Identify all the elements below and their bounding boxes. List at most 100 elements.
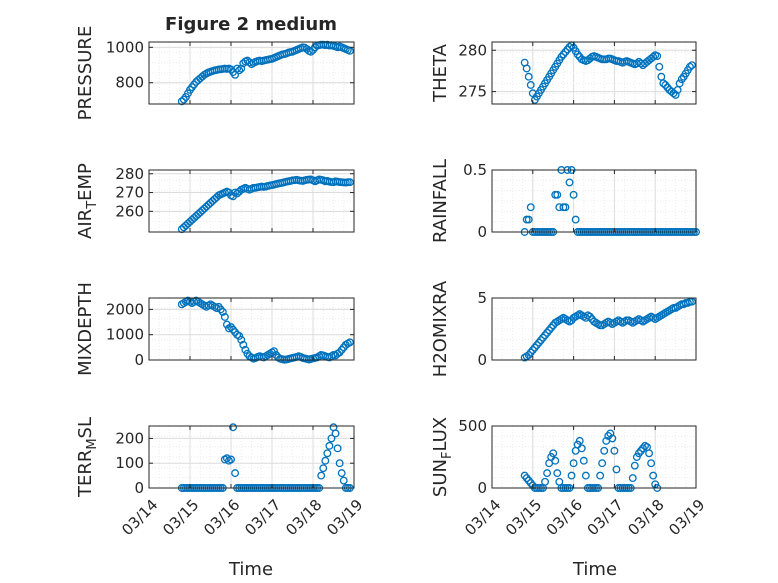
y-axis-label-main: RAINFALL	[430, 159, 451, 243]
axes-box	[491, 169, 697, 233]
series-theta	[520, 41, 696, 104]
y-tick-label: 0	[477, 351, 487, 369]
series-h2omixra	[520, 297, 696, 362]
y-axis-label-main: THETA	[430, 43, 451, 103]
data-point	[553, 190, 562, 199]
data-point	[524, 72, 533, 81]
data-point	[177, 97, 186, 106]
data-point	[524, 215, 533, 224]
data-point	[235, 66, 244, 75]
y-tick-label: 0	[134, 479, 144, 497]
data-point	[565, 43, 574, 51]
data-point	[331, 429, 340, 438]
data-point	[571, 215, 580, 224]
data-point	[569, 190, 578, 199]
y-tick-label: 280	[458, 41, 487, 59]
data-point	[581, 471, 590, 480]
axes-box	[491, 297, 697, 361]
data-point	[600, 446, 609, 455]
x-tick-label: 03/14	[118, 496, 161, 539]
data-point	[675, 79, 684, 88]
data-point	[233, 64, 242, 73]
data-point	[522, 64, 531, 73]
y-axis-label-main: MIXDEPTH	[75, 282, 96, 376]
data-point	[685, 62, 694, 71]
y-axis-label: MIXDEPTH	[75, 282, 96, 376]
data-point	[628, 474, 637, 483]
y-tick-label: 1000	[106, 38, 144, 56]
data-point	[598, 459, 607, 468]
x-tick-label: 03/19	[665, 496, 708, 539]
data-point	[333, 444, 342, 453]
y-tick-label: 5	[477, 289, 487, 307]
x-tick-label: 03/17	[584, 496, 627, 539]
figure-title: Figure 2 medium	[165, 14, 337, 35]
x-tick-label: 03/18	[624, 496, 667, 539]
data-point	[659, 79, 668, 88]
x-tick-label: 03/15	[159, 496, 202, 539]
data-point	[606, 429, 615, 438]
y-axis-label: H2OMIXRA	[430, 280, 451, 377]
axes-rainfall: 0 0.5 RAINFALL	[430, 159, 700, 243]
series-mixdepth	[177, 296, 354, 364]
x-axis-label-left: Time	[228, 559, 273, 580]
x-tick-label: 03/16	[200, 496, 243, 539]
data-point	[567, 471, 576, 480]
data-point	[220, 313, 229, 321]
data-point	[543, 469, 552, 478]
data-point	[325, 441, 334, 450]
y-axis-label-main: AIR	[75, 209, 96, 239]
x-axis-label-right: Time	[572, 559, 617, 580]
y-tick-label: 0	[134, 351, 144, 369]
axes-pressure: 800 1000 PRESSURE	[75, 26, 355, 120]
data-point	[218, 307, 227, 316]
data-point	[575, 436, 584, 445]
series-air-temp	[177, 175, 354, 234]
y-axis-label: RAINFALL	[430, 159, 451, 243]
data-point	[596, 471, 605, 480]
axes-mixdepth: 0 1000 2000 MIXDEPTH	[75, 282, 355, 376]
x-tick-label: 03/16	[543, 496, 586, 539]
data-point	[319, 464, 328, 473]
data-point	[653, 52, 662, 61]
data-point	[307, 47, 315, 56]
grid-terr-msl	[148, 426, 355, 489]
data-point	[339, 476, 348, 485]
y-tick-label: 500	[458, 417, 487, 435]
y-axis-label: AIRTEMP	[75, 163, 100, 239]
x-tick-label: 03/19	[323, 496, 366, 539]
data-point	[235, 332, 244, 340]
axes-box	[148, 169, 355, 233]
data-point	[327, 434, 336, 443]
y-axis-label: THETA	[430, 43, 451, 103]
y-axis-label-subscript: T	[85, 201, 100, 210]
data-point	[612, 465, 621, 474]
data-point	[549, 449, 558, 458]
y-tick-label: 270	[115, 184, 144, 202]
data-point	[561, 203, 570, 212]
data-point	[645, 449, 654, 458]
data-point	[321, 456, 330, 465]
y-tick-label: 200	[115, 429, 144, 447]
data-point	[229, 423, 237, 432]
x-tick-label: 03/15	[502, 496, 545, 539]
y-axis-label-subscript: F	[440, 452, 455, 459]
data-point	[337, 469, 346, 478]
data-point	[608, 434, 617, 443]
data-point	[526, 203, 535, 212]
axes-box	[491, 425, 697, 489]
x-tick-label: 03/18	[282, 496, 325, 539]
axes-box	[148, 41, 355, 105]
data-point	[345, 46, 354, 55]
y-tick-label: 0.5	[463, 161, 487, 179]
y-tick-label: 0	[477, 223, 487, 241]
y-tick-label: 0	[477, 479, 487, 497]
x-tick-label: 03/14	[461, 496, 504, 539]
y-axis-label-subscript: M	[85, 438, 100, 449]
axes-h2omixra: 0 5 H2OMIXRA	[430, 280, 697, 377]
y-axis-label-main: TERR	[75, 450, 96, 498]
